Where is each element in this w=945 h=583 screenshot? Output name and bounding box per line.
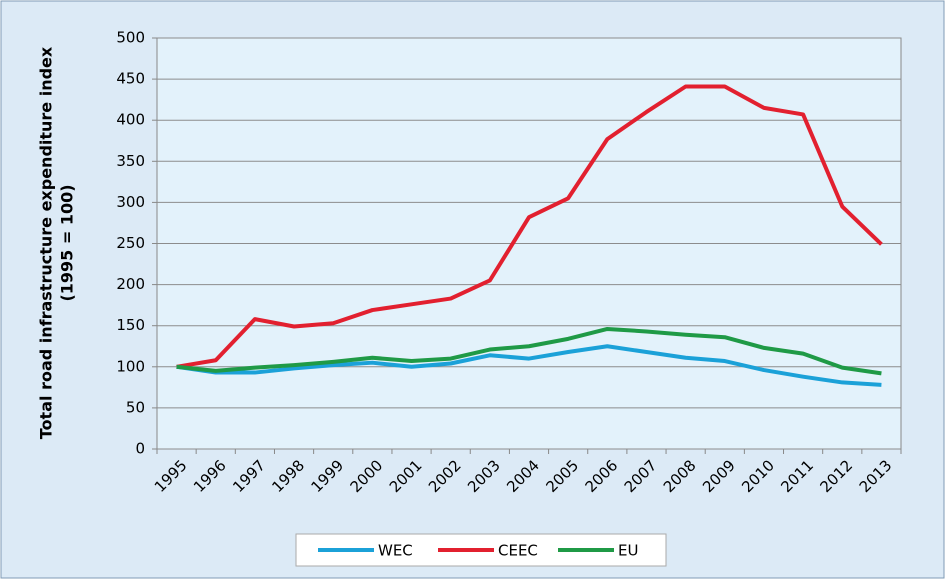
legend-label: EU (618, 542, 638, 560)
y-tick-label: 400 (116, 111, 145, 129)
legend-label: WEC (378, 542, 413, 560)
y-tick-label: 150 (116, 316, 145, 334)
y-tick-label: 200 (116, 275, 145, 293)
y-axis-label: Total road infrastructure expenditure in… (37, 46, 56, 439)
y-tick-label: 100 (116, 357, 145, 375)
y-tick-label: 350 (116, 152, 145, 170)
data-line (176, 84, 883, 369)
y-tick-label: 450 (116, 70, 145, 88)
y-tick-label: 300 (116, 193, 145, 211)
y-tick-label: 50 (126, 398, 145, 416)
y-tick-label: 250 (116, 234, 145, 252)
data-line (176, 344, 882, 387)
y-tick-label: 0 (135, 440, 145, 458)
y-axis-label: (1995 = 100) (58, 184, 77, 301)
data-line (176, 326, 882, 376)
y-tick-label: 500 (116, 29, 145, 47)
legend-label: CEEC (498, 542, 538, 560)
